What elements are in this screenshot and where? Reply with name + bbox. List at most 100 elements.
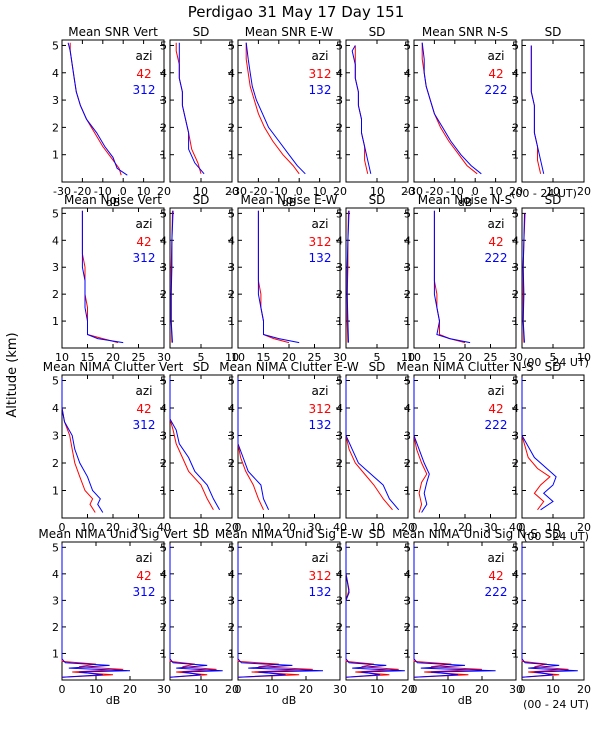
legend-entry: 222 [485, 83, 508, 97]
y-tick-label: 5 [404, 375, 411, 388]
legend-entry: 132 [309, 418, 332, 432]
y-tick-label: 4 [336, 568, 343, 581]
y-tick-label: 4 [404, 568, 411, 581]
x-tick-label: 20 [106, 521, 120, 534]
y-tick-label: 5 [52, 375, 59, 388]
y-tick-label: 3 [160, 594, 167, 607]
legend-entry: 222 [485, 585, 508, 599]
series-line-132 [237, 544, 324, 678]
panel-title: Mean NIMA Unid Sig N-S [392, 527, 538, 541]
y-tick-label: 5 [160, 541, 167, 554]
y-tick-label: 3 [512, 261, 519, 274]
y-tick-label: 3 [404, 261, 411, 274]
y-tick-label: 4 [160, 568, 167, 581]
figure-title: Perdigao 31 May 17 Day 151 [188, 3, 405, 21]
y-tick-label: 1 [512, 485, 519, 498]
panel-title: Mean NIMA Unid Sig E-W [215, 527, 363, 541]
y-tick-label: 1 [336, 315, 343, 328]
series-line-222 [522, 213, 525, 343]
x-tick-label: -20 [73, 185, 91, 198]
legend-entry: 42 [488, 402, 503, 416]
x-tick-label: 20 [282, 351, 296, 364]
legend-entry: 132 [309, 585, 332, 599]
x-axis-label: dB [106, 196, 121, 209]
x-tick-label: 20 [401, 185, 415, 198]
y-tick-label: 3 [404, 430, 411, 443]
legend-header: azi [312, 551, 329, 565]
panel-frame [237, 39, 341, 183]
x-tick-label: 20 [157, 185, 171, 198]
series-line-312 [245, 42, 300, 175]
x-axis-label: dB [458, 694, 473, 707]
x-tick-label: 10 [194, 521, 208, 534]
y-tick-label: 5 [228, 541, 235, 554]
series-line-132 [345, 544, 405, 678]
series-line-222 [521, 544, 578, 678]
y-tick-label: 1 [512, 647, 519, 660]
y-tick-label: 4 [336, 402, 343, 415]
y-tick-label: 2 [228, 288, 235, 301]
x-tick-label: 10 [231, 351, 245, 364]
series-line-312 [61, 544, 131, 678]
panel-title: SD [193, 360, 210, 374]
x-tick-label: 20 [225, 521, 239, 534]
y-tick-label: 4 [52, 402, 59, 415]
x-tick-label: 10 [257, 521, 271, 534]
y-tick-label: 2 [160, 121, 167, 134]
legend-entry: 132 [309, 83, 332, 97]
time-range-note: (00 - 24 UT) [523, 530, 589, 543]
x-tick-label: 10 [577, 351, 591, 364]
legend-header: azi [488, 384, 505, 398]
x-tick-label: 0 [519, 521, 526, 534]
panel-frame [169, 207, 233, 349]
panel-frame [169, 541, 233, 681]
x-tick-label: 20 [577, 521, 591, 534]
series-line-42 [61, 544, 124, 678]
x-tick-label: 10 [401, 351, 415, 364]
y-tick-label: 1 [52, 315, 59, 328]
series-line-312 [169, 377, 221, 511]
y-tick-label: 1 [228, 647, 235, 660]
y-tick-label: 3 [52, 261, 59, 274]
y-tick-label: 5 [160, 39, 167, 52]
y-tick-label: 1 [404, 149, 411, 162]
panel-10: SD 1 2 3 4 5 5 10 [336, 193, 415, 364]
x-axis-label: dB [282, 694, 297, 707]
x-tick-label: 20 [475, 683, 489, 696]
series-line-42 [413, 544, 483, 678]
y-tick-label: 5 [512, 207, 519, 220]
y-tick-label: 2 [228, 121, 235, 134]
y-tick-label: 5 [228, 375, 235, 388]
x-tick-label: 20 [577, 185, 591, 198]
y-tick-label: 2 [160, 288, 167, 301]
y-tick-label: 2 [228, 621, 235, 634]
y-tick-label: 5 [404, 207, 411, 220]
y-tick-label: 1 [52, 485, 59, 498]
legend-entry: 312 [133, 585, 156, 599]
series-line-132 [346, 210, 350, 343]
y-tick-label: 4 [160, 402, 167, 415]
panel-12: SD 1 2 3 4 5 5 10 [512, 193, 591, 364]
y-tick-label: 4 [404, 67, 411, 80]
time-range-note: (00 - 24 UT) [511, 187, 577, 200]
x-tick-label: 20 [333, 185, 347, 198]
y-tick-label: 4 [228, 402, 235, 415]
x-tick-label: 0 [296, 185, 303, 198]
y-axis-label: Altitude (km) [5, 332, 20, 417]
y-tick-label: 3 [336, 594, 343, 607]
y-tick-label: 4 [52, 67, 59, 80]
y-tick-label: 2 [404, 457, 411, 470]
y-tick-label: 5 [52, 207, 59, 220]
panel-title: SD [545, 527, 562, 541]
x-tick-label: 20 [458, 351, 472, 364]
x-tick-label: 20 [123, 683, 137, 696]
y-tick-label: 3 [160, 430, 167, 443]
y-tick-label: 2 [404, 121, 411, 134]
panel-frame [521, 207, 585, 349]
y-tick-label: 4 [336, 67, 343, 80]
legend-entry: 312 [309, 235, 332, 249]
panel-title: SD [545, 360, 562, 374]
